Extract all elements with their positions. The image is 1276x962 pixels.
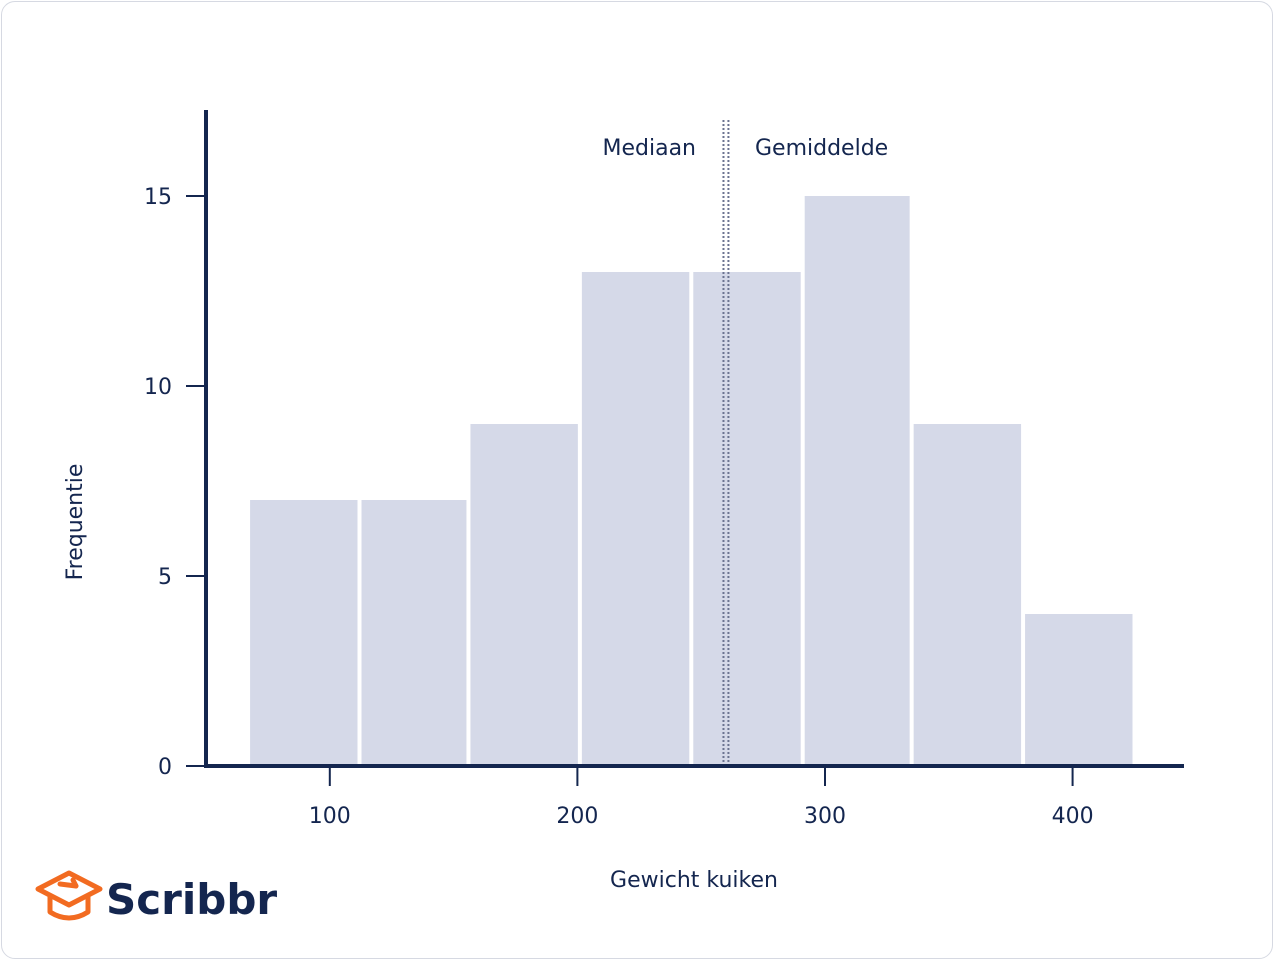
mean-label: Gemiddelde (755, 136, 888, 161)
histogram-bar (913, 424, 1022, 766)
y-tick-label: 10 (144, 375, 172, 400)
histogram-bar (361, 500, 467, 766)
ticks-group: 0 5 10 15 100 200 300 400 (144, 185, 1094, 829)
x-tick-label: 400 (1052, 804, 1094, 829)
y-axis-label: Frequentie (63, 464, 88, 581)
graduation-cap-icon (35, 870, 103, 921)
histogram-bar (470, 424, 578, 766)
histogram-bar (804, 196, 910, 766)
scribbr-logo: Scribbr (35, 870, 277, 924)
bars-group (250, 196, 1133, 766)
x-tick-label: 100 (309, 804, 351, 829)
x-tick-label: 200 (556, 804, 598, 829)
histogram-bar (581, 272, 690, 766)
logo-wordmark: Scribbr (106, 875, 277, 924)
histogram-bar (1025, 614, 1133, 766)
axes-group (204, 110, 1184, 768)
y-tick-label: 0 (158, 755, 172, 780)
median-label: Mediaan (603, 136, 697, 161)
x-axis-label: Gewicht kuiken (610, 868, 778, 893)
histogram-bar (250, 500, 358, 766)
y-tick-label: 15 (144, 185, 172, 210)
histogram-bar (693, 272, 801, 766)
y-tick-label: 5 (158, 565, 172, 590)
x-tick-label: 300 (804, 804, 846, 829)
